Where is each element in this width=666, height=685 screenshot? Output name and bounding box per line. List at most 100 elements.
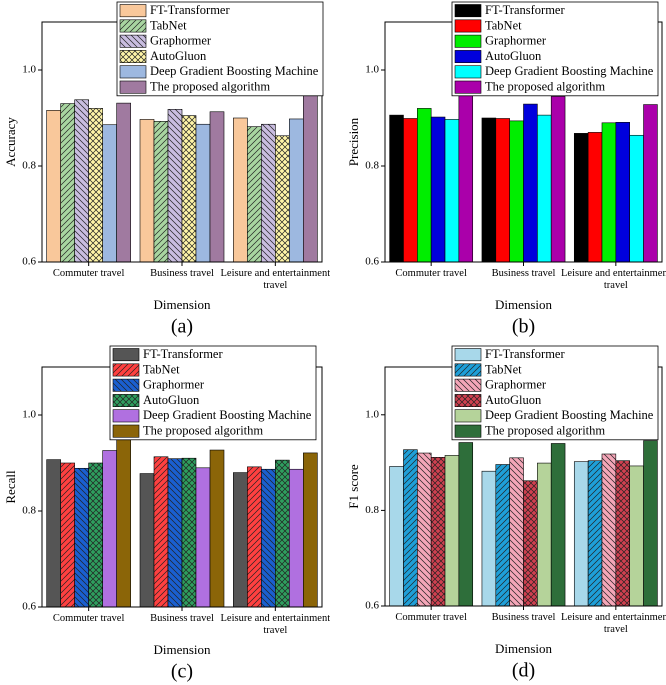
bar xyxy=(153,121,169,263)
bar xyxy=(60,462,75,608)
y-axis-title: Accuracy xyxy=(3,117,18,167)
y-tick-label: 0.8 xyxy=(22,505,36,517)
legend-swatch xyxy=(112,424,140,438)
legend-label: Graphormer xyxy=(485,34,547,48)
bar xyxy=(509,457,524,607)
legend-label: AutoGluon xyxy=(485,393,542,407)
legend-swatch xyxy=(454,50,482,64)
y-axis-title: Precision xyxy=(346,117,361,166)
x-tick-label: Business travel xyxy=(150,268,214,279)
bar xyxy=(458,94,474,263)
legend-box xyxy=(116,1,324,97)
legend-label: Deep Gradient Boosting Machine xyxy=(150,64,319,78)
legend-label: AutoGluon xyxy=(485,49,542,63)
bar xyxy=(481,470,497,607)
bar xyxy=(209,111,225,263)
bar xyxy=(153,456,169,608)
legend-label: Graphormer xyxy=(150,34,212,48)
bar xyxy=(74,467,89,608)
legend-swatch xyxy=(119,65,147,79)
bar xyxy=(209,449,225,608)
legend-box xyxy=(109,345,317,441)
bar xyxy=(417,452,432,607)
bar xyxy=(261,468,276,608)
legend-label: AutoGluon xyxy=(150,49,207,63)
bar xyxy=(102,450,117,608)
bar xyxy=(303,452,318,608)
panel-label: (c) xyxy=(171,661,193,683)
x-tick-label: Leisure and entertainment travel xyxy=(561,268,666,291)
bar xyxy=(537,114,552,263)
bar xyxy=(233,117,248,263)
x-axis-title: Dimension xyxy=(153,642,211,657)
bar xyxy=(60,103,75,263)
legend-swatch xyxy=(454,378,482,392)
x-tick-label: Leisure and entertainment travel xyxy=(220,268,331,291)
bar xyxy=(275,459,290,608)
bar xyxy=(181,115,197,263)
bar xyxy=(195,123,211,263)
bar xyxy=(139,119,155,263)
x-tick-label: Business travel xyxy=(491,612,556,623)
legend-swatch xyxy=(454,65,482,79)
bar xyxy=(444,119,460,263)
bar xyxy=(247,466,262,608)
legend-swatch xyxy=(112,378,140,392)
bar xyxy=(88,108,103,263)
y-tick-label: 0.6 xyxy=(365,600,379,612)
bar xyxy=(403,449,418,607)
legend-label: FT-Transformer xyxy=(485,347,565,361)
bar xyxy=(247,126,262,263)
x-tick-label: Commuter travel xyxy=(52,613,125,624)
x-tick-label: Commuter travel xyxy=(395,268,467,279)
legend-swatch xyxy=(454,394,482,407)
bar xyxy=(167,458,183,608)
bar xyxy=(587,460,603,607)
legend-swatch xyxy=(119,50,147,64)
bar xyxy=(495,118,510,263)
bar xyxy=(102,124,117,263)
bar xyxy=(116,433,131,608)
bar xyxy=(523,480,538,607)
legend-swatch xyxy=(119,19,147,33)
x-tick-label: Business travel xyxy=(491,268,556,279)
y-tick-label: 0.8 xyxy=(22,160,36,172)
x-axis-title: Dimension xyxy=(153,297,211,312)
x-tick-label: Business travel xyxy=(150,613,214,624)
x-tick-label: Commuter travel xyxy=(52,268,125,279)
y-tick-label: 0.6 xyxy=(22,256,36,268)
legend-label: FT-Transformer xyxy=(143,347,223,361)
legend-swatch xyxy=(454,424,482,438)
legend-box xyxy=(451,1,659,97)
bar xyxy=(303,94,318,263)
bar xyxy=(629,465,644,607)
bar xyxy=(643,104,658,263)
bar xyxy=(46,110,61,263)
bar xyxy=(573,133,589,263)
bar xyxy=(587,132,603,263)
legend-label: Deep Gradient Boosting Machine xyxy=(485,64,654,78)
bar xyxy=(509,120,524,263)
x-axis-title: Dimension xyxy=(495,641,553,656)
legend-swatch xyxy=(119,4,147,18)
bar xyxy=(601,453,617,607)
y-axis-title: F1 score xyxy=(346,464,361,509)
legend-label: FT-Transformer xyxy=(485,3,565,17)
y-tick-label: 1.0 xyxy=(365,408,379,420)
legend-label: The proposed algorithm xyxy=(150,80,270,94)
legend-label: Deep Gradient Boosting Machine xyxy=(143,408,312,422)
y-tick-label: 0.6 xyxy=(365,256,379,268)
legend-label: Graphormer xyxy=(143,378,205,392)
x-tick-label: Leisure and entertainment travel xyxy=(561,612,666,635)
bar xyxy=(573,461,589,607)
legend-label: Graphormer xyxy=(485,378,547,392)
bar xyxy=(116,102,131,263)
bar xyxy=(233,472,248,608)
legend-swatch xyxy=(112,348,140,362)
y-tick-label: 1.0 xyxy=(22,64,36,76)
legend-label: TabNet xyxy=(485,18,522,32)
bar xyxy=(495,464,510,607)
legend-swatch xyxy=(454,409,482,423)
panel-label: (a) xyxy=(171,316,193,338)
